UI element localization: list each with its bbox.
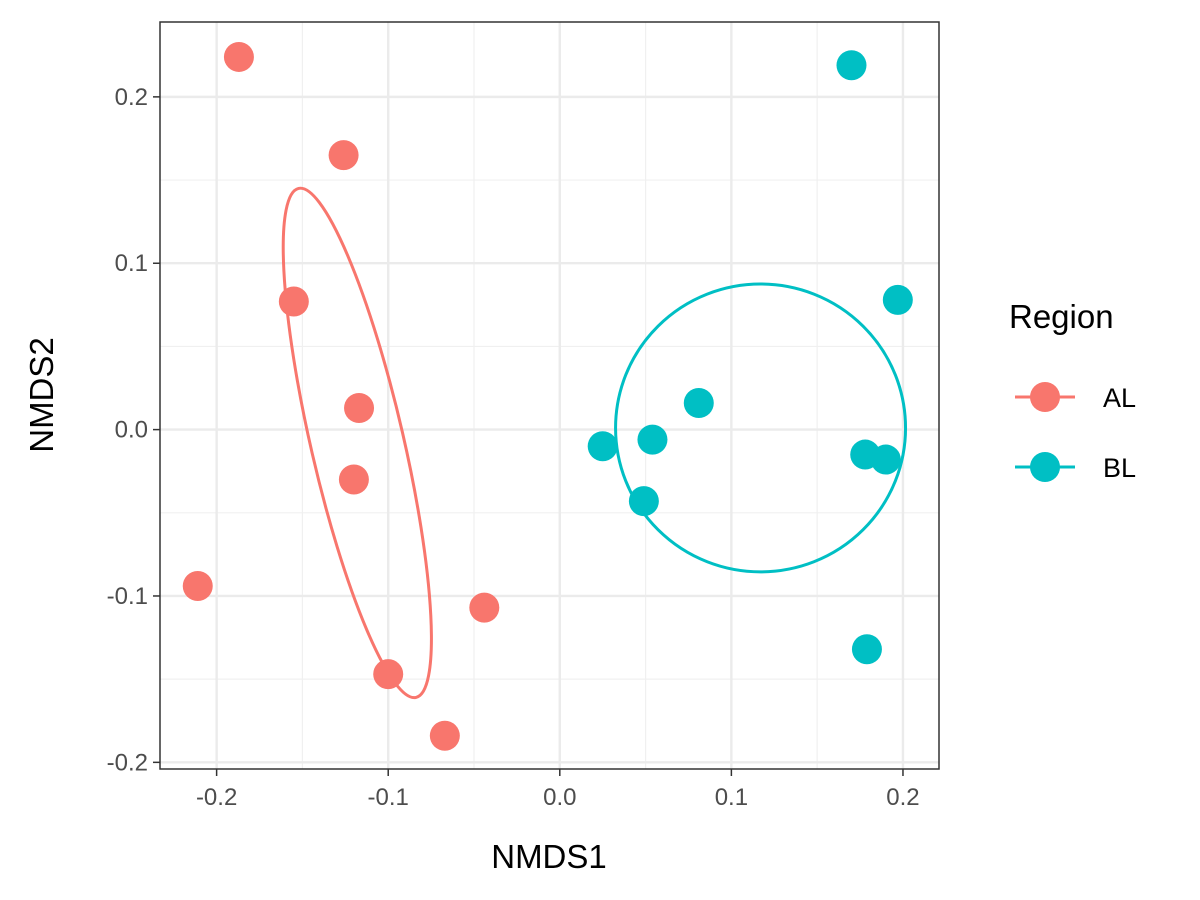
point-al-2 [278,286,309,317]
y-tick-label: 0.2 [115,84,148,111]
legend-item-bl: BL [1015,452,1136,483]
panel-border [159,21,940,770]
legend-item-al: AL [1015,382,1136,413]
x-tick-label: 0.0 [543,784,576,811]
point-al-8 [429,720,460,751]
point-al-3 [344,392,375,423]
point-bl-1 [882,284,913,315]
confidence-ellipse-al [281,186,433,700]
point-bl-4 [587,431,618,462]
x-tick-label: 0.2 [886,784,919,811]
y-tick-label: -0.1 [107,583,148,610]
y-tick-label: -0.2 [107,749,148,776]
ellipse-layer [281,186,908,700]
point-al-1 [328,140,359,171]
legend-items: AL BL [1015,382,1136,483]
legend-key-point [1030,382,1060,412]
x-tick-label: 0.1 [715,784,748,811]
point-bl-0 [836,50,867,81]
point-bl-3 [637,424,668,455]
x-axis-title: NMDS1 [491,838,607,875]
legend-title: Region [1009,298,1114,335]
point-layer [182,41,913,751]
y-tick-label: 0.0 [115,417,148,444]
x-tick-label: -0.1 [368,784,409,811]
legend: Region AL BL [1009,298,1136,483]
point-bl-7 [628,486,659,517]
x-tick-label: -0.2 [196,784,237,811]
point-al-5 [182,570,213,601]
axes-layer: -0.2 -0.1 0.0 0.1 0.2 -0.2 -0.1 0.0 0.1 0.2 [107,84,920,811]
legend-key-point [1030,452,1060,482]
legend-label: BL [1103,453,1136,483]
point-al-7 [373,659,404,690]
panel-background [160,22,939,769]
plot-area [159,21,940,770]
point-bl-6 [870,444,901,475]
point-al-0 [223,41,254,72]
legend-label: AL [1103,383,1136,413]
y-tick-label: 0.1 [115,250,148,277]
point-al-4 [338,464,369,495]
point-bl-2 [683,387,714,418]
point-bl-8 [851,634,882,665]
confidence-ellipse-bl [614,282,908,574]
y-axis-title: NMDS2 [23,337,60,453]
point-al-6 [469,592,500,623]
